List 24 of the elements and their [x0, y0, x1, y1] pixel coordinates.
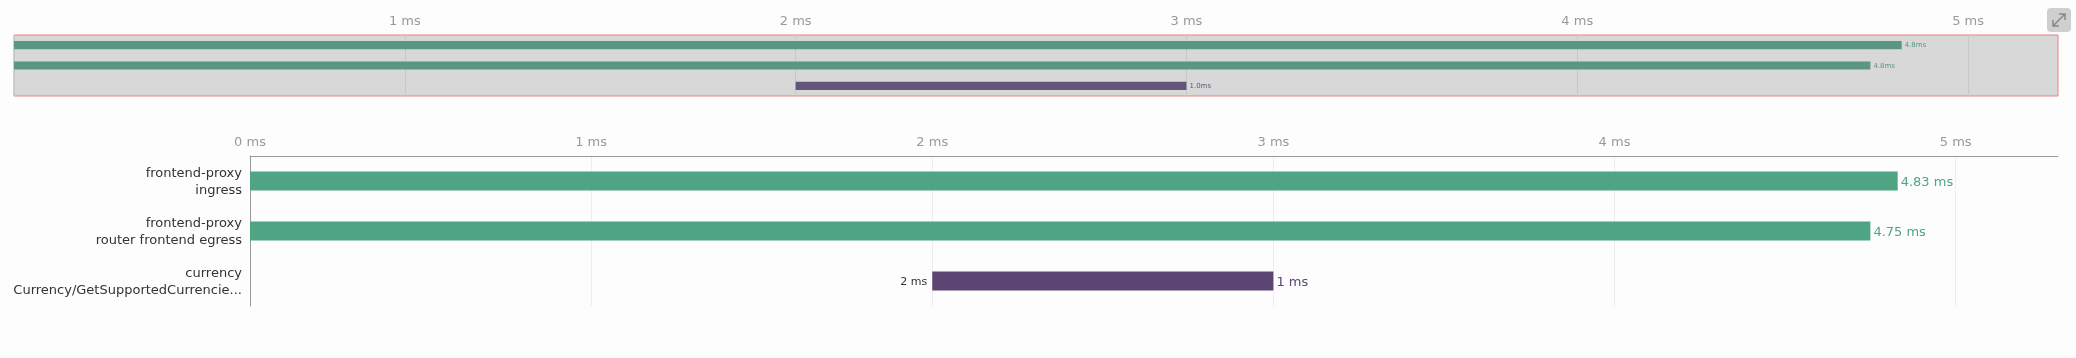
y-tick-label: currency Currency/GetSupportedCurrencie...	[13, 265, 243, 297]
data-label: 4.83 ms	[1900, 173, 1954, 189]
x-tick-label: 4 ms	[1598, 134, 1631, 149]
x-tick-label: 3 ms	[1170, 13, 1203, 28]
x-tick-label: 3 ms	[1257, 134, 1290, 149]
data-label: 1 ms	[1276, 273, 1309, 289]
bar	[250, 171, 1898, 191]
bar	[795, 81, 1187, 90]
x-tick-label: 2 ms	[916, 134, 949, 149]
x-tick-label: 5 ms	[1952, 13, 1985, 28]
data-label: 4.75 ms	[1873, 223, 1927, 239]
x-tick-label: 2 ms	[779, 13, 812, 28]
y-tick-label: frontend-proxy router frontend egress	[95, 215, 243, 247]
y-tick-label: frontend-proxy ingress	[145, 165, 243, 197]
x-tick-label: 1 ms	[388, 13, 421, 28]
x-tick-label: 5 ms	[1939, 134, 1972, 149]
x-tick-label: 0 ms	[234, 134, 267, 149]
bar	[932, 271, 1274, 291]
x-tick-label: 1 ms	[575, 134, 608, 149]
bar	[14, 41, 1902, 50]
x-tick-label: 4 ms	[1561, 13, 1594, 28]
bar	[14, 61, 1871, 70]
annotation: 2 ms	[900, 274, 928, 288]
bar	[250, 221, 1871, 241]
